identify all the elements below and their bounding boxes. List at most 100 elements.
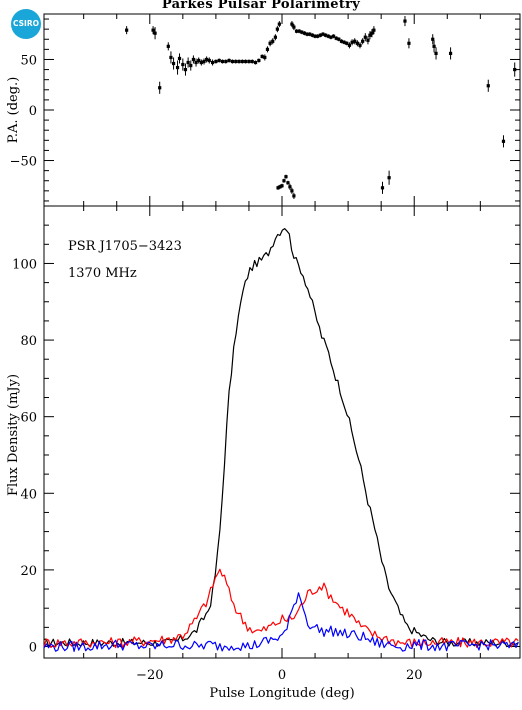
pa-marker — [310, 33, 315, 37]
pa-marker — [358, 43, 362, 47]
pa-marker — [169, 55, 173, 60]
pa-marker — [294, 29, 299, 33]
pa-marker — [183, 67, 188, 72]
x-tick-label: −20 — [136, 668, 163, 683]
flux-series — [43, 228, 519, 653]
pa-marker — [284, 175, 288, 179]
pa-point — [158, 81, 162, 94]
pa-marker — [153, 31, 157, 35]
pa-point — [224, 59, 228, 64]
pa-marker — [292, 25, 296, 29]
pa-point — [169, 51, 173, 64]
pa-point — [347, 42, 352, 49]
pa-marker — [339, 39, 344, 43]
pa-points — [125, 16, 517, 199]
pa-point — [339, 39, 344, 44]
csiro-logo: CSIRO — [11, 9, 41, 39]
pa-point — [355, 40, 359, 47]
pa-point — [247, 59, 251, 64]
pulsar-name-annotation: PSR J1705−3423 — [68, 239, 182, 254]
pa-point — [282, 178, 286, 183]
pa-marker — [334, 36, 338, 40]
pa-point — [210, 59, 215, 66]
pa-marker — [288, 185, 292, 189]
pa-marker — [175, 65, 180, 70]
pa-marker — [282, 179, 286, 183]
pa-marker — [277, 22, 281, 26]
pa-marker — [207, 58, 211, 63]
pa-point — [380, 181, 385, 194]
pa-point — [337, 37, 341, 42]
pa-marker — [387, 176, 391, 180]
pa-point — [276, 185, 280, 190]
pa-marker — [350, 40, 354, 44]
pa-point — [234, 59, 238, 64]
pa-marker — [181, 62, 185, 67]
pa-marker — [191, 57, 196, 62]
pa-point — [189, 60, 193, 71]
pa-point — [177, 53, 182, 64]
pa-point — [277, 21, 281, 28]
pa-point — [273, 34, 277, 41]
pa-point — [240, 59, 244, 64]
pa-marker — [227, 58, 231, 63]
pa-point — [205, 56, 209, 63]
pa-marker — [217, 58, 221, 63]
flux-y-axis-label: Flux Density (mJy) — [6, 374, 21, 496]
pa-point — [197, 57, 201, 64]
pa-marker — [268, 41, 272, 45]
pa-marker — [342, 40, 346, 44]
pa-point — [318, 33, 322, 38]
pa-marker — [290, 189, 294, 193]
pa-marker — [186, 60, 190, 65]
pa-point — [513, 62, 517, 77]
total_intensity-line — [43, 228, 519, 648]
pa-point — [501, 135, 506, 148]
pa-x-ticks — [83, 14, 481, 206]
pa-marker — [486, 84, 490, 88]
pa-marker — [125, 28, 129, 32]
pa-marker — [318, 33, 322, 37]
pa-point — [183, 63, 188, 76]
pa-point — [350, 39, 354, 46]
pa-point — [334, 36, 338, 41]
pa-point — [290, 21, 294, 28]
pa-point — [263, 54, 267, 61]
pa-marker — [257, 58, 261, 63]
y-tick-label: 20 — [20, 564, 37, 579]
linear_polarization-line — [43, 568, 519, 649]
pa-marker — [273, 35, 277, 39]
pa-point — [244, 59, 248, 64]
pa-marker — [286, 181, 290, 185]
pa-marker — [434, 51, 438, 56]
pa-point — [366, 36, 370, 45]
pa-point — [175, 60, 180, 75]
pa-marker — [224, 59, 228, 64]
pa-marker — [263, 55, 267, 60]
page-title: Parkes Pulsar Polarimetry — [161, 0, 361, 12]
pa-point — [368, 31, 372, 40]
pa-marker — [253, 60, 258, 65]
pa-point — [194, 58, 198, 67]
pa-point — [207, 57, 211, 64]
pa-marker — [220, 59, 225, 64]
pa-marker — [432, 44, 436, 48]
pa-marker — [363, 35, 367, 39]
flux-x-ticks: −20 0 20 — [83, 206, 481, 683]
pa-point — [227, 58, 231, 63]
pa-point — [265, 46, 270, 53]
pa-marker — [361, 39, 365, 43]
frequency-annotation: 1370 MHz — [68, 266, 137, 281]
pa-point — [297, 29, 301, 34]
pa-marker — [326, 34, 330, 38]
pa-marker — [271, 39, 275, 43]
pa-point — [329, 35, 333, 40]
pa-point — [300, 30, 304, 35]
pa-panel-frame — [43, 13, 521, 207]
pa-point — [181, 58, 185, 71]
pa-point — [407, 38, 411, 49]
pa-point — [280, 183, 284, 188]
pa-y-ticks: −50 0 50 — [10, 18, 520, 202]
pa-point — [363, 33, 367, 42]
pa-point — [358, 42, 362, 49]
